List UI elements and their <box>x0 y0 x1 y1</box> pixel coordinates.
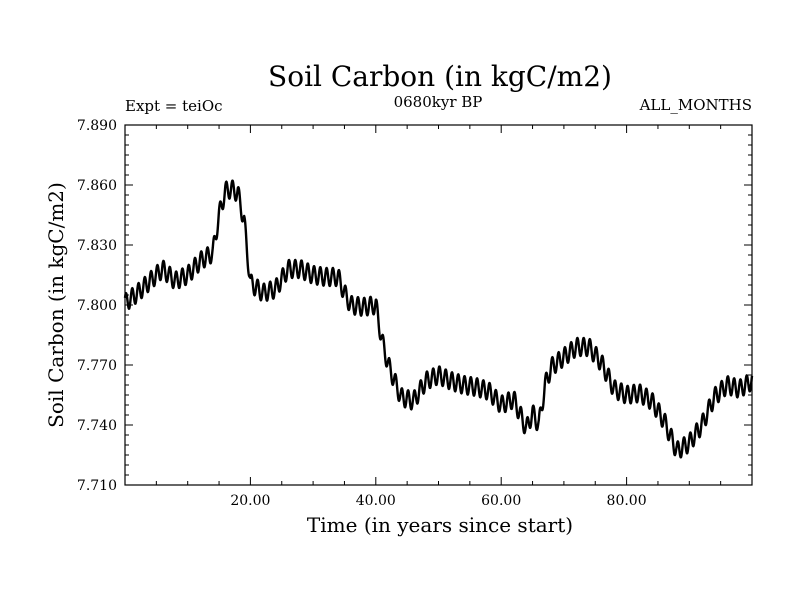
y-tick-label: 7.710 <box>77 478 117 494</box>
y-tick-label: 7.890 <box>77 118 117 134</box>
x-tick-label: 20.00 <box>230 493 270 509</box>
y-tick-label: 7.860 <box>77 178 117 194</box>
y-axis: 7.710 7.740 7.770 7.800 7.830 7.860 7.890 <box>77 118 752 494</box>
chart-subtitle: 0680kyr BP <box>394 93 483 111</box>
x-tick-label: 60.00 <box>481 493 521 509</box>
y-tick-label: 7.800 <box>77 298 117 314</box>
x-axis-label: Time (in years since start) <box>307 513 573 537</box>
x-tick-label: 40.00 <box>356 493 396 509</box>
y-tick-label: 7.770 <box>77 358 117 374</box>
plot-frame <box>124 124 753 486</box>
x-axis: 20.00 40.00 60.00 80.00 <box>155 125 722 509</box>
experiment-label: Expt = teiOc <box>125 97 223 115</box>
y-axis-label: Soil Carbon (in kgC/m2) <box>44 182 68 428</box>
y-tick-label: 7.740 <box>77 418 117 434</box>
soil-carbon-series <box>123 179 754 459</box>
months-label: ALL_MONTHS <box>639 96 752 114</box>
chart-title: Soil Carbon (in kgC/m2) <box>268 60 612 93</box>
y-tick-label: 7.830 <box>77 238 117 254</box>
x-tick-label: 80.00 <box>607 493 647 509</box>
